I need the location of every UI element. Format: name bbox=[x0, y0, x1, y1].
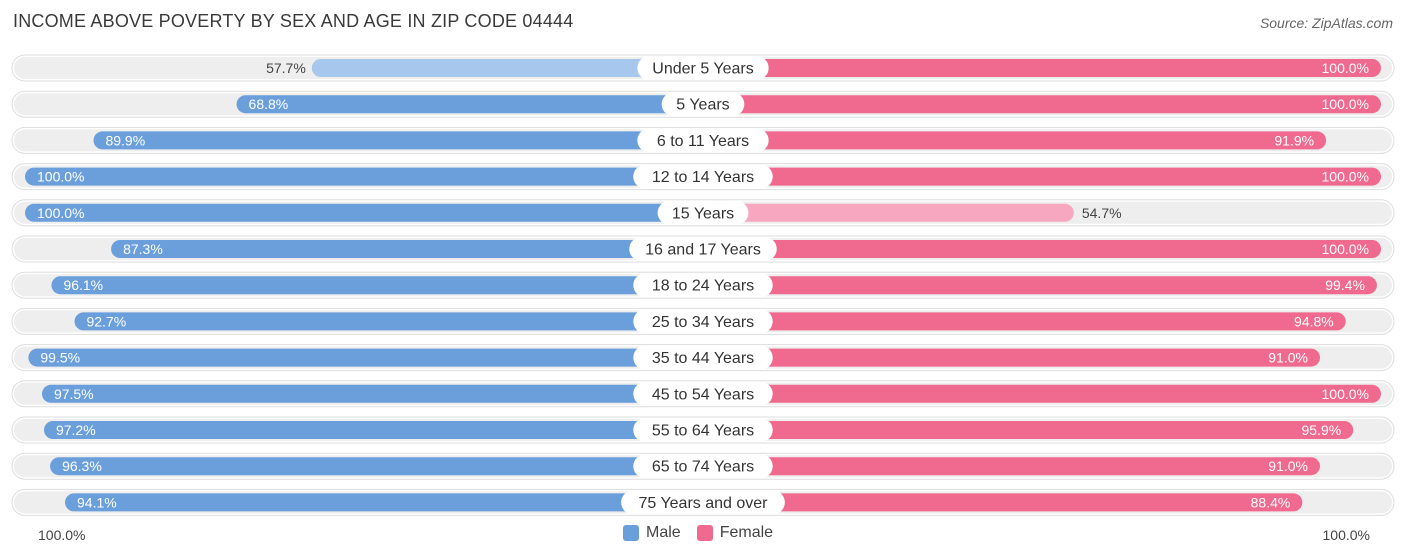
value-label-female: 54.7% bbox=[1082, 205, 1122, 221]
category-pill bbox=[633, 418, 773, 442]
category-pill bbox=[629, 237, 777, 261]
value-label-male: 96.3% bbox=[62, 458, 102, 474]
bar-female bbox=[703, 240, 1381, 258]
category-label: 75 Years and over bbox=[639, 495, 769, 512]
value-label-female: 95.9% bbox=[1301, 422, 1341, 438]
bar-female bbox=[703, 59, 1381, 77]
value-label-male: 92.7% bbox=[86, 313, 126, 329]
category-pill bbox=[633, 381, 773, 406]
category-pill bbox=[637, 56, 769, 80]
legend-item-male: Male bbox=[623, 524, 681, 542]
category-label: 45 to 54 Years bbox=[652, 386, 754, 403]
value-label-female: 91.9% bbox=[1274, 132, 1314, 148]
bar-female bbox=[703, 131, 1327, 150]
category-label: 12 to 14 Years bbox=[652, 169, 754, 186]
bar-female bbox=[703, 312, 1346, 331]
bar-male bbox=[111, 240, 703, 258]
category-pill bbox=[637, 128, 769, 153]
bar-female bbox=[703, 457, 1320, 476]
category-label: 16 and 17 Years bbox=[645, 242, 761, 259]
bar-male bbox=[43, 421, 703, 439]
value-label-male: 100.0% bbox=[37, 169, 84, 185]
category-label: 18 to 24 Years bbox=[652, 278, 754, 295]
bar-female bbox=[703, 203, 1074, 222]
value-label-female: 100.0% bbox=[1322, 96, 1369, 112]
value-label-female: 91.0% bbox=[1268, 350, 1308, 366]
category-pill bbox=[633, 454, 773, 479]
bar-female bbox=[703, 95, 1381, 114]
category-label: 6 to 11 Years bbox=[657, 133, 749, 150]
value-label-male: 97.2% bbox=[56, 422, 96, 438]
value-label-female: 99.4% bbox=[1325, 277, 1365, 293]
bar-male bbox=[25, 203, 703, 222]
value-label-female: 100.0% bbox=[1322, 386, 1369, 402]
legend: Male Female bbox=[623, 524, 789, 542]
category-pill bbox=[633, 273, 773, 298]
source-credit: Source: ZipAtlas.com bbox=[1259, 15, 1393, 31]
value-label-male: 89.9% bbox=[105, 132, 145, 148]
value-label-male: 68.8% bbox=[249, 96, 289, 112]
bar-male bbox=[236, 95, 703, 114]
category-pill bbox=[633, 345, 773, 370]
axis-right-label: 100.0% bbox=[1322, 527, 1370, 543]
value-label-male: 100.0% bbox=[37, 205, 84, 221]
bar-female bbox=[703, 167, 1381, 186]
chart-canvas: 57.7% 100.0% Under 5 Years 68.8% 100.0% 5 Yea… bbox=[11, 54, 1395, 516]
bar-male bbox=[93, 131, 703, 150]
axis-left-label: 100.0% bbox=[38, 527, 86, 543]
legend-label-female: Female bbox=[719, 524, 774, 541]
category-label: 65 to 74 Years bbox=[652, 459, 754, 476]
bar-female bbox=[703, 276, 1377, 295]
category-label: Under 5 Years bbox=[652, 61, 753, 78]
value-label-male: 97.5% bbox=[54, 386, 94, 402]
value-label-male: 96.1% bbox=[63, 277, 103, 293]
bar-male bbox=[311, 59, 703, 77]
value-label-female: 100.0% bbox=[1322, 60, 1369, 76]
category-pill bbox=[621, 490, 785, 515]
category-label: 55 to 64 Years bbox=[652, 423, 754, 440]
value-label-female: 88.4% bbox=[1251, 494, 1291, 510]
bar-male bbox=[25, 167, 703, 186]
bar-female bbox=[703, 493, 1303, 512]
category-pill bbox=[661, 92, 745, 117]
bar-male bbox=[50, 457, 703, 476]
value-label-female: 100.0% bbox=[1322, 169, 1369, 185]
bar-female bbox=[703, 348, 1320, 367]
bar-male bbox=[65, 493, 703, 512]
value-label-male: 87.3% bbox=[123, 241, 163, 257]
category-pill bbox=[657, 200, 749, 225]
category-label: 25 to 34 Years bbox=[652, 314, 754, 331]
legend-swatch-male bbox=[623, 525, 639, 541]
chart-title: INCOME ABOVE POVERTY BY SEX AND AGE IN Z… bbox=[13, 11, 574, 31]
value-label-male: 94.1% bbox=[77, 494, 117, 510]
category-pill bbox=[633, 164, 773, 189]
category-label: 5 Years bbox=[676, 97, 729, 114]
legend-swatch-female bbox=[696, 525, 713, 541]
bar-male bbox=[74, 312, 703, 331]
value-label-male: 99.5% bbox=[40, 350, 80, 366]
bar-male bbox=[41, 384, 703, 403]
bar-female bbox=[703, 421, 1354, 439]
category-label: 35 to 44 Years bbox=[652, 350, 754, 367]
value-label-female: 94.8% bbox=[1294, 313, 1334, 329]
value-label-male: 57.7% bbox=[266, 60, 306, 76]
bar-female bbox=[703, 384, 1381, 403]
category-pill bbox=[633, 309, 773, 334]
bar-male bbox=[51, 276, 703, 295]
value-label-female: 100.0% bbox=[1322, 241, 1369, 257]
legend-label-male: Male bbox=[646, 524, 681, 541]
bar-male bbox=[28, 348, 703, 367]
legend-item-female: Female bbox=[696, 524, 774, 542]
category-label: 15 Years bbox=[672, 205, 734, 222]
value-label-female: 91.0% bbox=[1268, 458, 1308, 474]
